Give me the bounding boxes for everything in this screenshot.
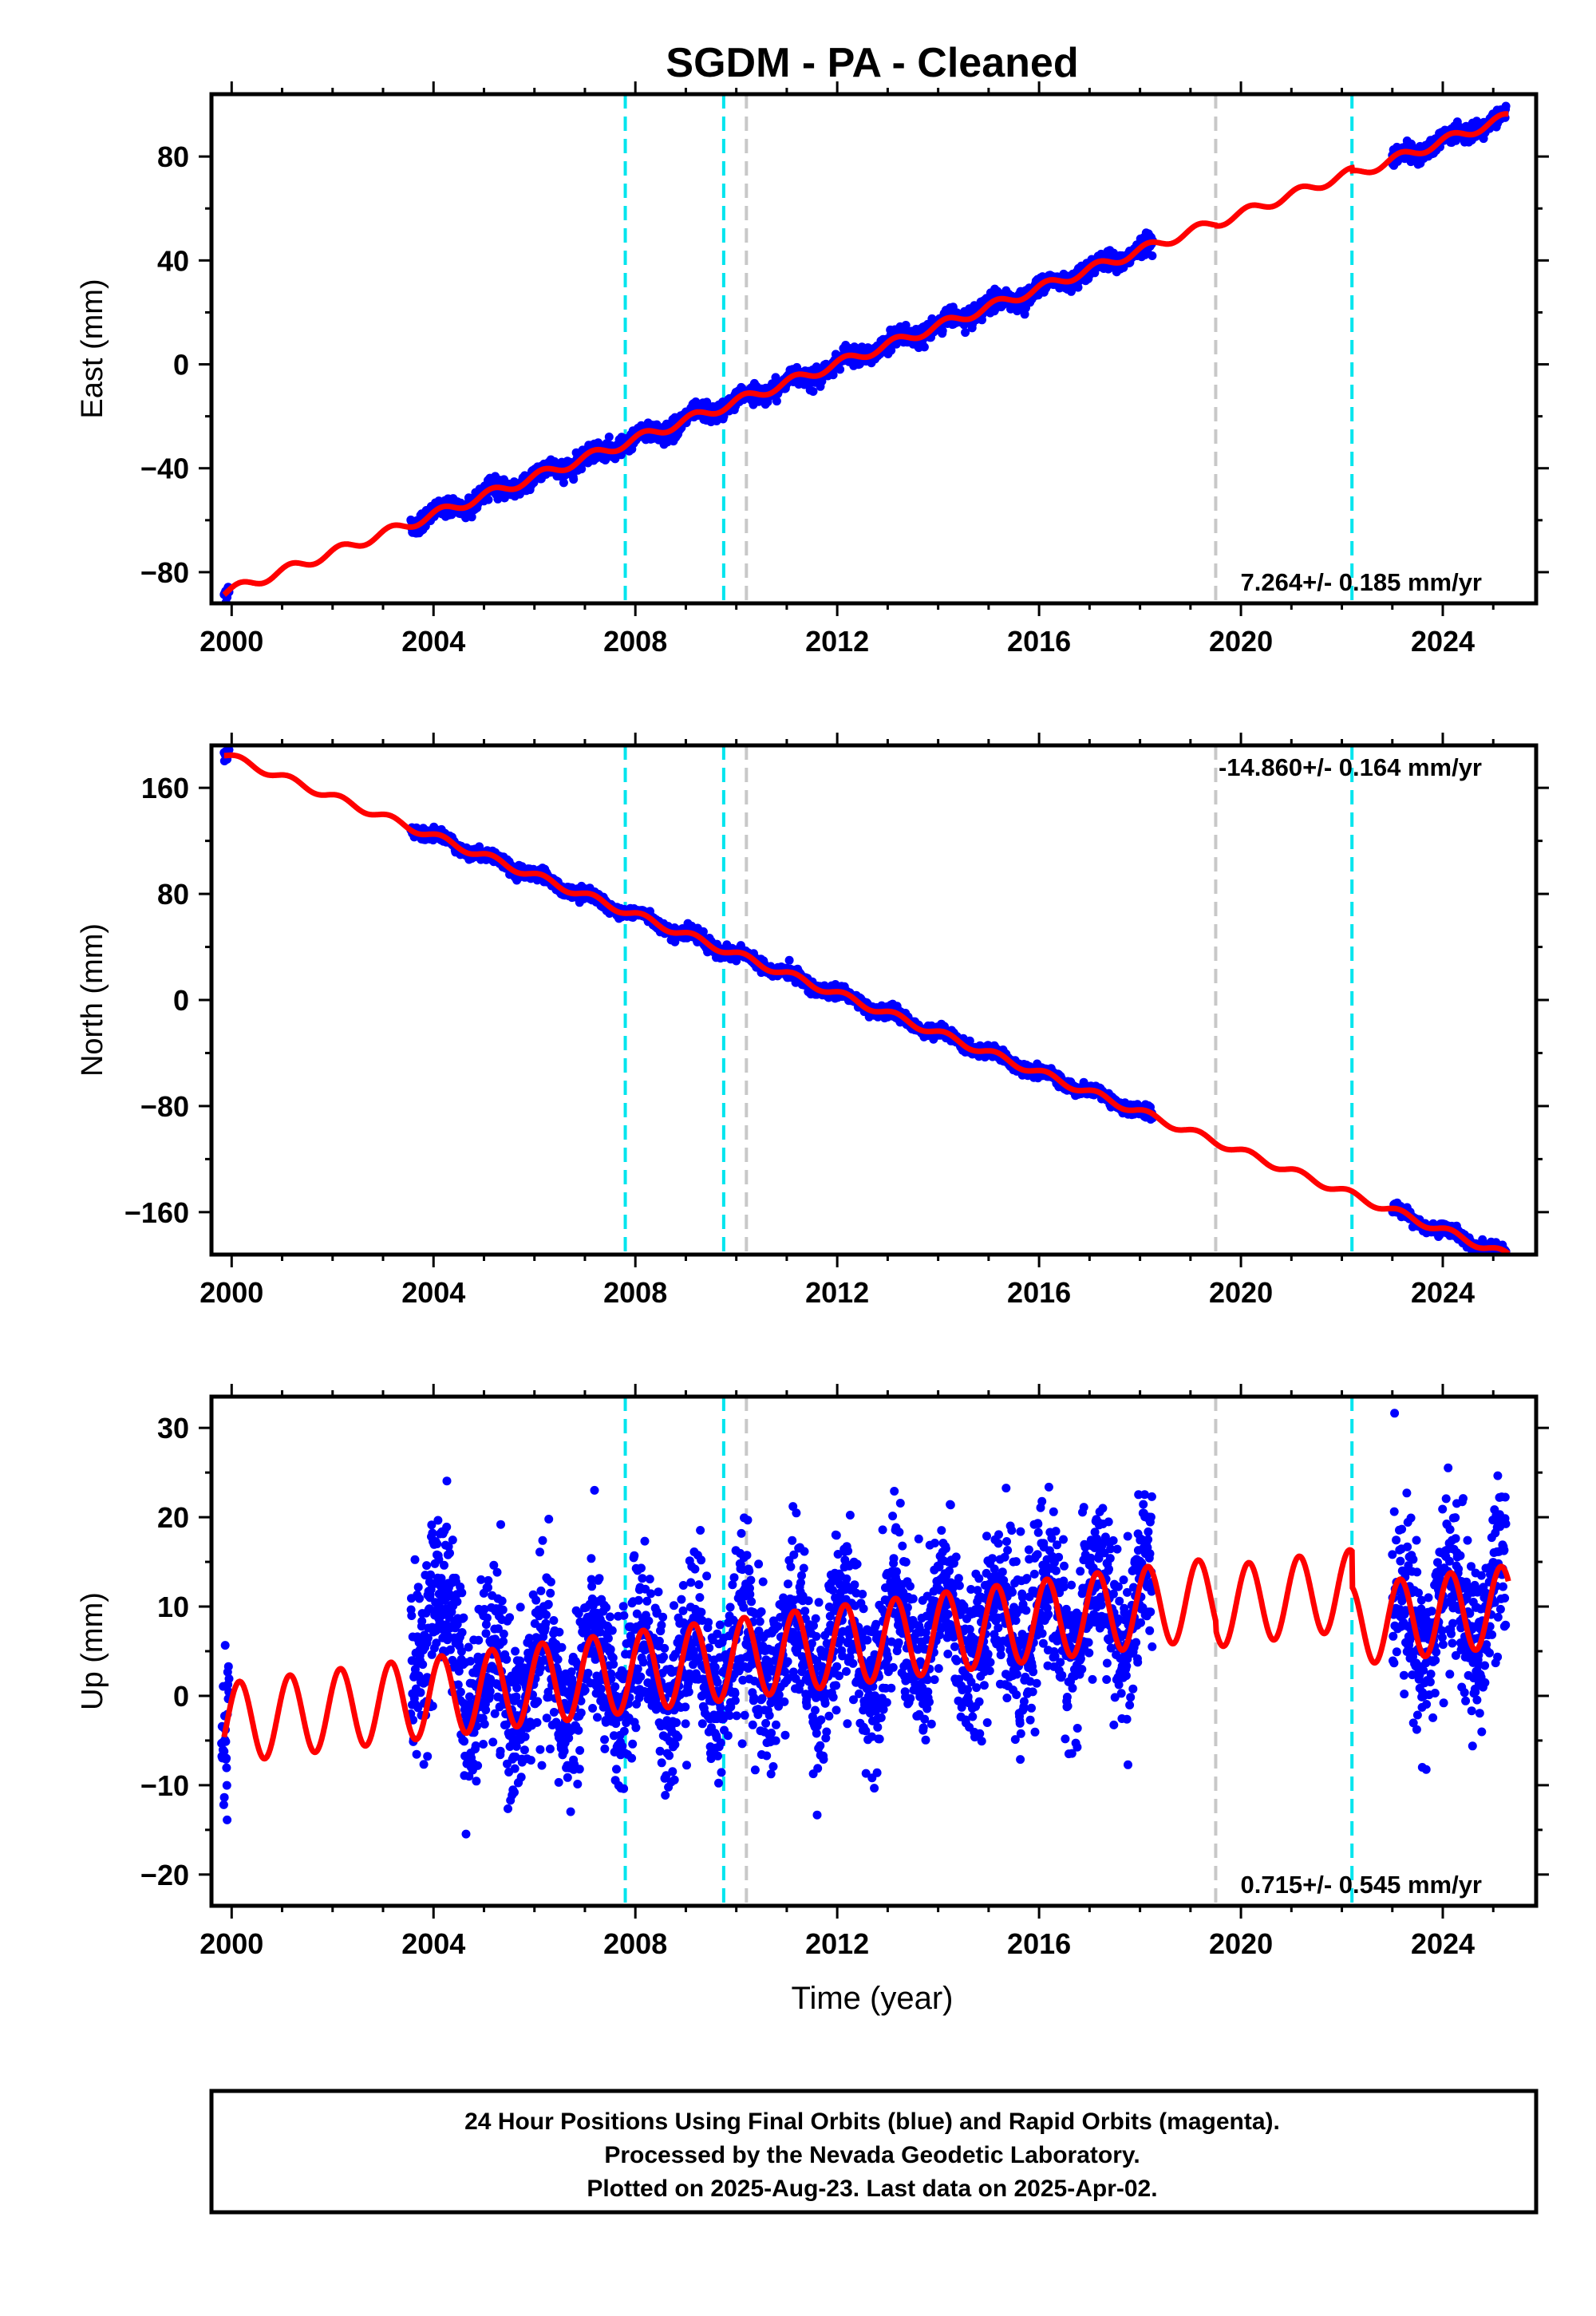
x-tick-label: 2004 [401,625,465,658]
plot-frame [209,743,1539,1257]
data-point [784,955,794,965]
data-point [223,1662,233,1671]
data-point [1148,251,1157,260]
x-tick-label: 2020 [1209,1276,1273,1309]
data-point [456,1687,465,1697]
data-point [423,1752,433,1761]
x-tick-label: 2008 [603,625,667,658]
data-point [222,1763,231,1773]
x-tick-label: 2000 [200,625,263,658]
data-point [442,1476,452,1486]
data-point [413,1583,423,1592]
data-point [412,1749,421,1759]
data-point [418,1660,428,1670]
data-point [442,1522,452,1531]
y-tick-label: −160 [124,1196,189,1229]
data-point [416,1688,425,1697]
data-point [419,1760,429,1769]
data-point [221,1737,231,1746]
x-tick-label: 2024 [1411,1276,1475,1309]
data-point [1501,101,1511,111]
figure-title: SGDM - PA - Cleaned [666,40,1078,86]
data-point [460,1737,469,1746]
data-point [577,464,587,474]
data-point [224,1674,234,1683]
data-point [919,342,929,352]
y-tick-label: 40 [157,244,189,277]
data-point [828,370,838,380]
y-tick-label: −80 [140,1090,189,1123]
data-point [219,1792,229,1802]
data-point [448,1535,457,1545]
data-point [604,433,614,441]
data-point [808,387,818,396]
north-panel: 2000 2004 2008 2012 2016 2020 2024 −160 −80 0 80 16… [76,733,1549,1309]
data-point [440,1560,448,1570]
data-point [222,1780,231,1790]
x-tick-label: 2016 [1007,1276,1071,1309]
data-point [459,1613,468,1622]
x-tick-label: 2012 [805,625,869,658]
y-tick-label: −80 [140,556,189,589]
y-tick-label: −40 [140,453,189,485]
data-point [467,512,476,522]
data-point [732,956,741,966]
data-point [224,745,234,755]
data-point [461,1829,471,1839]
data-point [415,1594,425,1603]
x-tick-label: 2020 [1209,625,1273,658]
plot-frame [209,92,1539,606]
up-panel: 2000 2004 2008 2012 2016 2020 2024−20−10010203… [76,1384,1549,1960]
data-point [670,937,680,947]
data-point [410,1555,420,1564]
data-point [457,1628,467,1637]
data-point [466,1657,476,1666]
data-point [223,1815,232,1824]
data-point [961,328,970,338]
data-point [445,1548,454,1558]
x-tick-label: 2012 [805,1276,869,1309]
y-tick-label: 80 [157,140,189,173]
data-point [433,1516,443,1525]
data-point [417,1616,427,1626]
data-point [772,397,781,406]
y-axis-label: North (mm) [76,923,109,1077]
data-point [407,1611,417,1620]
x-tick-label: 2004 [401,1276,465,1309]
east-panel: 2000 2004 2008 2012 2016 2020 2024 −80 −40 0 40 80 E… [76,81,1549,658]
data-point [220,1641,230,1650]
data-point [433,1539,442,1548]
rate-annotation: -14.860+/- 0.164 mm/yr [1219,753,1482,781]
data-points [219,101,1511,603]
model-curve [222,111,1509,597]
data-point [452,1597,462,1607]
data-point [569,475,579,484]
x-tick-label: 2016 [1007,625,1071,658]
y-tick-label: 160 [141,772,189,804]
data-point [222,1753,231,1763]
data-point [515,489,524,499]
data-point [484,495,493,504]
data-point [559,478,568,488]
data-point [938,326,947,335]
data-point [464,1642,473,1652]
x-tick-label: 2024 [1411,625,1475,658]
data-point [428,1528,437,1538]
data-point [836,365,845,374]
data-point [422,1561,432,1571]
y-tick-label: 0 [173,349,189,381]
data-point [601,456,610,464]
y-axis-label: East (mm) [76,279,109,418]
x-tick-label: 2008 [603,1276,667,1309]
x-tick-label: 2000 [200,1276,263,1309]
rate-annotation: 7.264+/- 0.185 mm/yr [1241,568,1482,596]
y-tick-label: 0 [173,984,189,1017]
data-point [457,1588,467,1598]
y-tick-label: 80 [157,878,189,911]
